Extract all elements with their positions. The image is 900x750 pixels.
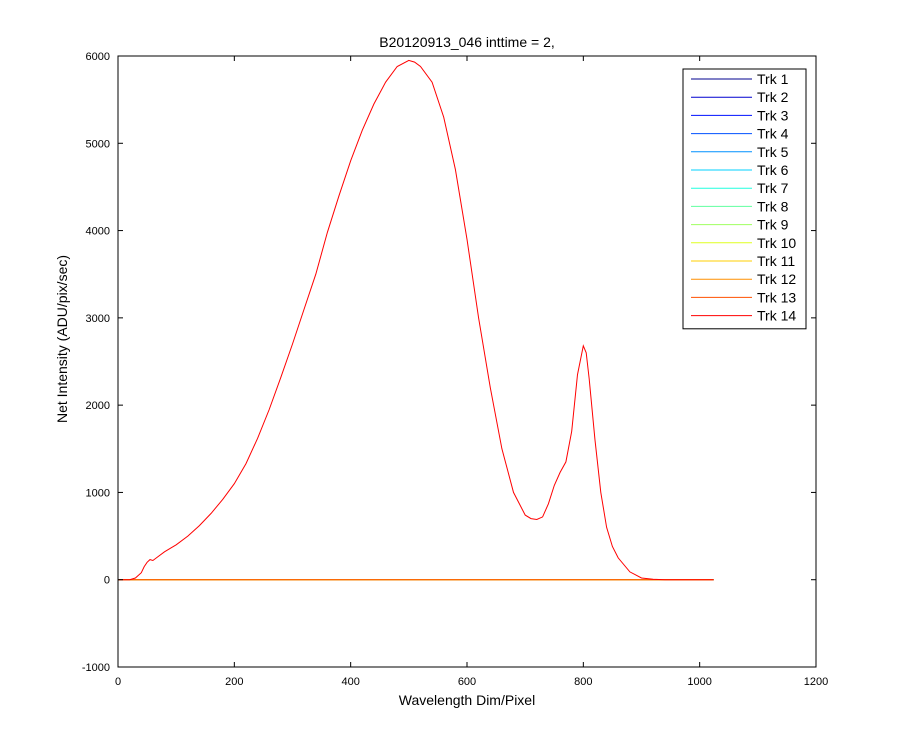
- legend-label-trk-10: Trk 10: [757, 235, 796, 251]
- legend-label-trk-8: Trk 8: [757, 198, 789, 214]
- legend-label-trk-9: Trk 9: [757, 217, 789, 233]
- y-tick-label: 5000: [86, 138, 110, 150]
- x-tick-label: 0: [115, 676, 121, 688]
- x-tick-label: 1200: [804, 676, 828, 688]
- legend-label-trk-13: Trk 13: [757, 289, 796, 305]
- legend-label-trk-6: Trk 6: [757, 162, 789, 178]
- x-tick-label: 400: [341, 676, 359, 688]
- series-line-trk-14: [118, 59, 714, 581]
- legend-label-trk-2: Trk 2: [757, 89, 789, 105]
- y-tick-label: 1000: [86, 487, 110, 499]
- x-tick-label: 1000: [687, 676, 711, 688]
- axis-ticks: 0 200 400 600 800 1000 1200 -1000 0 1000 2000 3000 4…: [82, 51, 828, 688]
- x-tick-label: 600: [458, 676, 476, 688]
- legend-label-trk-14: Trk 14: [757, 308, 796, 324]
- legend-label-trk-5: Trk 5: [757, 144, 789, 160]
- legend-label-trk-12: Trk 12: [757, 271, 796, 287]
- y-tick-label: -1000: [82, 662, 110, 674]
- y-tick-label: 4000: [86, 226, 110, 238]
- legend-label-trk-3: Trk 3: [757, 107, 789, 123]
- legend-label-trk-4: Trk 4: [757, 126, 789, 142]
- legend-box: [682, 68, 807, 330]
- x-tick-label: 200: [225, 676, 243, 688]
- y-tick-label: 6000: [86, 51, 110, 63]
- y-tick-label: 0: [104, 575, 110, 587]
- legend-label-trk-11: Trk 11: [757, 253, 795, 269]
- y-axis-label: Net Intensity (ADU/pix/sec): [54, 255, 70, 423]
- x-axis-label: Wavelength Dim/Pixel: [399, 692, 535, 708]
- y-tick-label: 3000: [86, 313, 110, 325]
- chart-title: B20120913_046 inttime = 2,: [379, 34, 555, 50]
- legend: Trk 1 Trk 2 Trk 3 Trk 4 Trk 5 Trk 6 Trk 7 Trk 8…: [682, 68, 807, 330]
- x-tick-label: 800: [574, 676, 592, 688]
- series-layer: [118, 59, 714, 581]
- y-tick-label: 2000: [86, 400, 110, 412]
- legend-label-trk-1: Trk 1: [757, 71, 789, 87]
- legend-label-trk-7: Trk 7: [757, 180, 789, 196]
